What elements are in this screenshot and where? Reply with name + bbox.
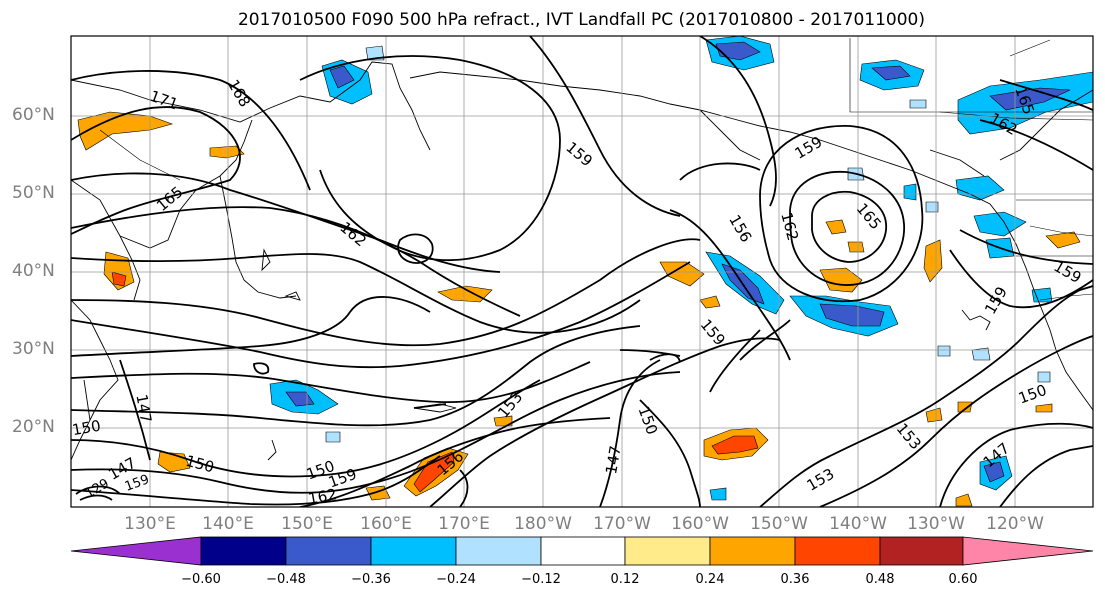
- negative-anomaly-fills: [269, 36, 1093, 501]
- colorbar-tick: −0.48: [266, 572, 306, 587]
- colorbar-tick: 0.48: [865, 572, 895, 587]
- political-borders: [99, 38, 1093, 301]
- page-title: 2017010500 F090 500 hPa refract., IVT La…: [237, 10, 925, 30]
- colorbar: [70, 536, 1094, 566]
- lon-label-150e: 150°E: [281, 514, 333, 534]
- refractivity-contours: [71, 36, 1093, 507]
- lat-label-60n: 60°N: [12, 105, 55, 125]
- colorbar-tick: −0.60: [181, 572, 221, 587]
- colorbar-tick: −0.24: [436, 572, 476, 587]
- contour-label: 147: [602, 444, 625, 475]
- lon-label-140e: 140°E: [202, 514, 254, 534]
- lon-label-160w: 160°W: [671, 514, 729, 534]
- lon-label-180w: 180°W: [514, 514, 572, 534]
- lat-label-30n: 30°N: [12, 339, 55, 359]
- lat-label-50n: 50°N: [12, 183, 55, 203]
- lat-label-40n: 40°N: [12, 261, 55, 281]
- contour-label: 162: [307, 485, 338, 508]
- colorbar-tick: −0.36: [351, 572, 391, 587]
- map-frame: [70, 35, 1094, 508]
- lon-label-150w: 150°W: [750, 514, 808, 534]
- contour-label: 150: [71, 417, 102, 440]
- colorbar-tick: 0.60: [948, 572, 978, 587]
- lon-label-170e: 170°E: [438, 514, 490, 534]
- colorbar-tick: 0.12: [610, 572, 640, 587]
- map-area: 171 168 165 162 159 159 156 162 165 162 …: [71, 36, 1093, 508]
- colorbar-tick: 0.24: [695, 572, 725, 587]
- lon-label-160e: 160°E: [360, 514, 412, 534]
- positive-anomaly-fills: [77, 111, 1081, 507]
- contour-label: 147: [132, 393, 155, 424]
- colorbar-tick: −0.12: [521, 572, 561, 587]
- lon-label-170w: 170°W: [593, 514, 651, 534]
- lon-label-130w: 130°W: [907, 514, 965, 534]
- lon-label-130e: 130°E: [124, 514, 176, 534]
- lat-label-20n: 20°N: [12, 417, 55, 437]
- lon-label-140w: 140°W: [829, 514, 887, 534]
- lon-label-120w: 120°W: [986, 514, 1044, 534]
- colorbar-tick: 0.36: [780, 572, 810, 587]
